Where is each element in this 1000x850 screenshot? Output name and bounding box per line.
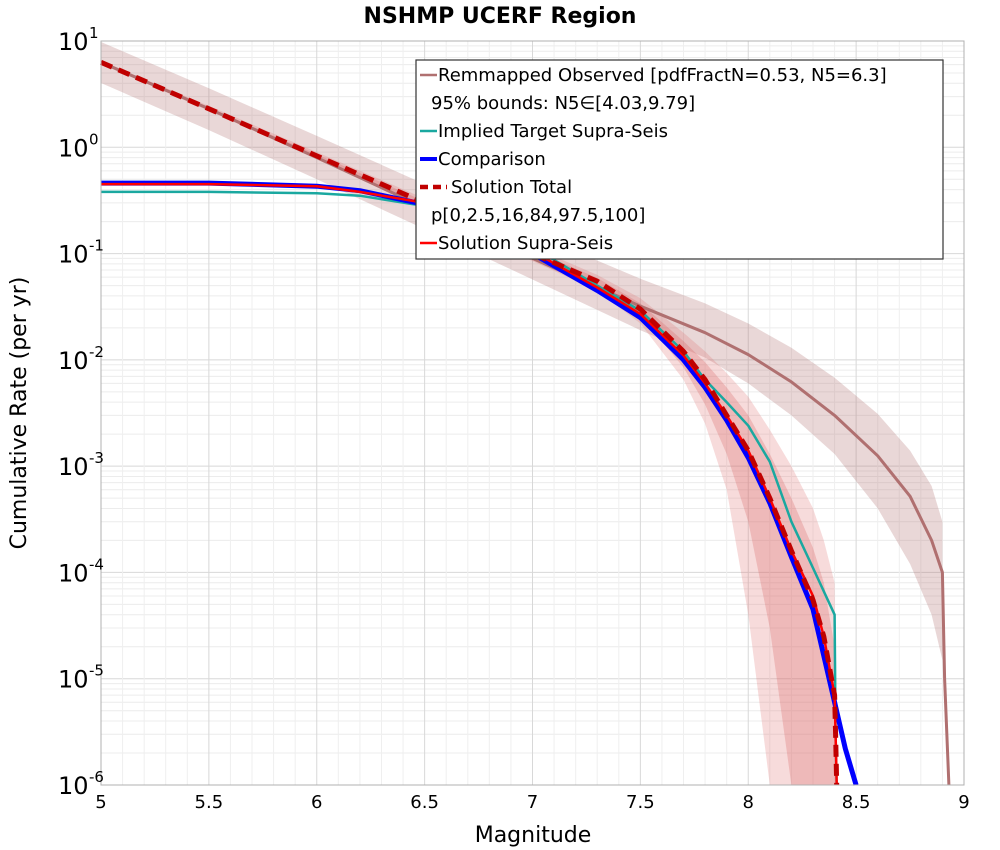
- y-tick-exponent: -1: [89, 237, 104, 255]
- series-lines: [100, 60, 951, 786]
- plot-frame: [100, 40, 965, 786]
- x-tick-label: 5: [95, 792, 106, 813]
- legend-box: [415, 59, 944, 260]
- x-tick-labels: 5 5.5 6 6.5 7 7.5 8 8.5 9: [95, 792, 969, 813]
- y-tick-exponent: -3: [89, 449, 104, 467]
- chart-title: NSHMP UCERF Region: [364, 4, 637, 29]
- y-tick-label: 10 -3: [58, 449, 104, 481]
- legend-label: Solution Total: [451, 177, 572, 198]
- legend-label: p[0,2.5,16,84,97.5,100]: [431, 205, 645, 226]
- y-tick-label: 10 0: [58, 130, 99, 162]
- x-tick-label: 6.5: [410, 792, 439, 813]
- y-tick-label: 10 1: [58, 24, 99, 56]
- y-tick-exponent: -2: [89, 343, 104, 361]
- legend-label: Comparison: [438, 149, 546, 170]
- y-tick-base: 10: [58, 559, 89, 587]
- legend-label: 95% bounds: N5∈[4.03,9.79]: [431, 93, 695, 114]
- y-tick-base: 10: [58, 666, 89, 694]
- y-tick-exponent: -6: [89, 768, 104, 786]
- y-axis-label: Cumulative Rate (per yr): [7, 277, 32, 550]
- solution-outer-band: [101, 60, 837, 785]
- solution-total-line: [100, 60, 840, 786]
- y-tick-base: 10: [58, 134, 89, 162]
- x-tick-label: 9: [958, 792, 969, 813]
- y-tick-label: 10 -6: [58, 768, 104, 800]
- y-tick-label: 10 -4: [58, 555, 104, 587]
- x-axis-label: Magnitude: [475, 823, 592, 848]
- legend-label: Solution Supra-Seis: [438, 233, 613, 254]
- observed-95-band: [101, 42, 943, 660]
- y-tick-base: 10: [58, 453, 89, 481]
- observed-line: [100, 60, 951, 786]
- y-tick-base: 10: [58, 28, 89, 56]
- y-tick-base: 10: [58, 772, 89, 800]
- y-tick-exponent: -5: [89, 662, 104, 680]
- x-tick-label: 7: [527, 792, 538, 813]
- x-tick-label: 8: [743, 792, 754, 813]
- y-tick-exponent: -4: [89, 555, 104, 573]
- y-tick-label: 10 -2: [58, 343, 104, 375]
- x-tick-label: 5.5: [195, 792, 224, 813]
- legend-label: Implied Target Supra-Seis: [438, 121, 668, 142]
- x-tick-label: 8.5: [842, 792, 871, 813]
- y-tick-label: 10 -5: [58, 662, 104, 694]
- legend: Remmapped Observed [pdfFractN=0.53, N5=6…: [415, 59, 944, 260]
- x-tick-label: 6: [311, 792, 322, 813]
- y-tick-base: 10: [58, 347, 89, 375]
- y-tick-exponent: 1: [89, 24, 99, 42]
- legend-label: Remmapped Observed [pdfFractN=0.53, N5=6…: [438, 65, 887, 86]
- y-tick-base: 10: [58, 241, 89, 269]
- y-tick-label: 10 -1: [58, 237, 104, 269]
- bands: [101, 42, 943, 786]
- y-tick-exponent: 0: [89, 130, 99, 148]
- x-tick-label: 7.5: [626, 792, 655, 813]
